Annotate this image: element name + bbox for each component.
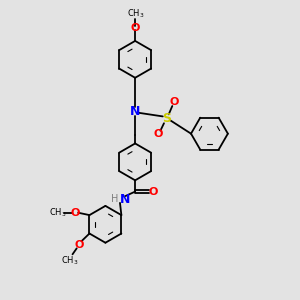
Text: O: O [153, 129, 163, 139]
Text: S: S [162, 112, 171, 125]
Text: O: O [170, 98, 179, 107]
Text: O: O [70, 208, 80, 218]
Text: O: O [74, 240, 84, 250]
Text: CH$_3$: CH$_3$ [127, 8, 145, 20]
Text: O: O [130, 23, 140, 33]
Text: CH$_3$: CH$_3$ [50, 206, 67, 219]
Text: H: H [111, 194, 119, 204]
Text: CH$_3$: CH$_3$ [61, 254, 79, 266]
Text: N: N [120, 193, 130, 206]
Text: O: O [148, 187, 158, 196]
Text: N: N [130, 105, 140, 118]
